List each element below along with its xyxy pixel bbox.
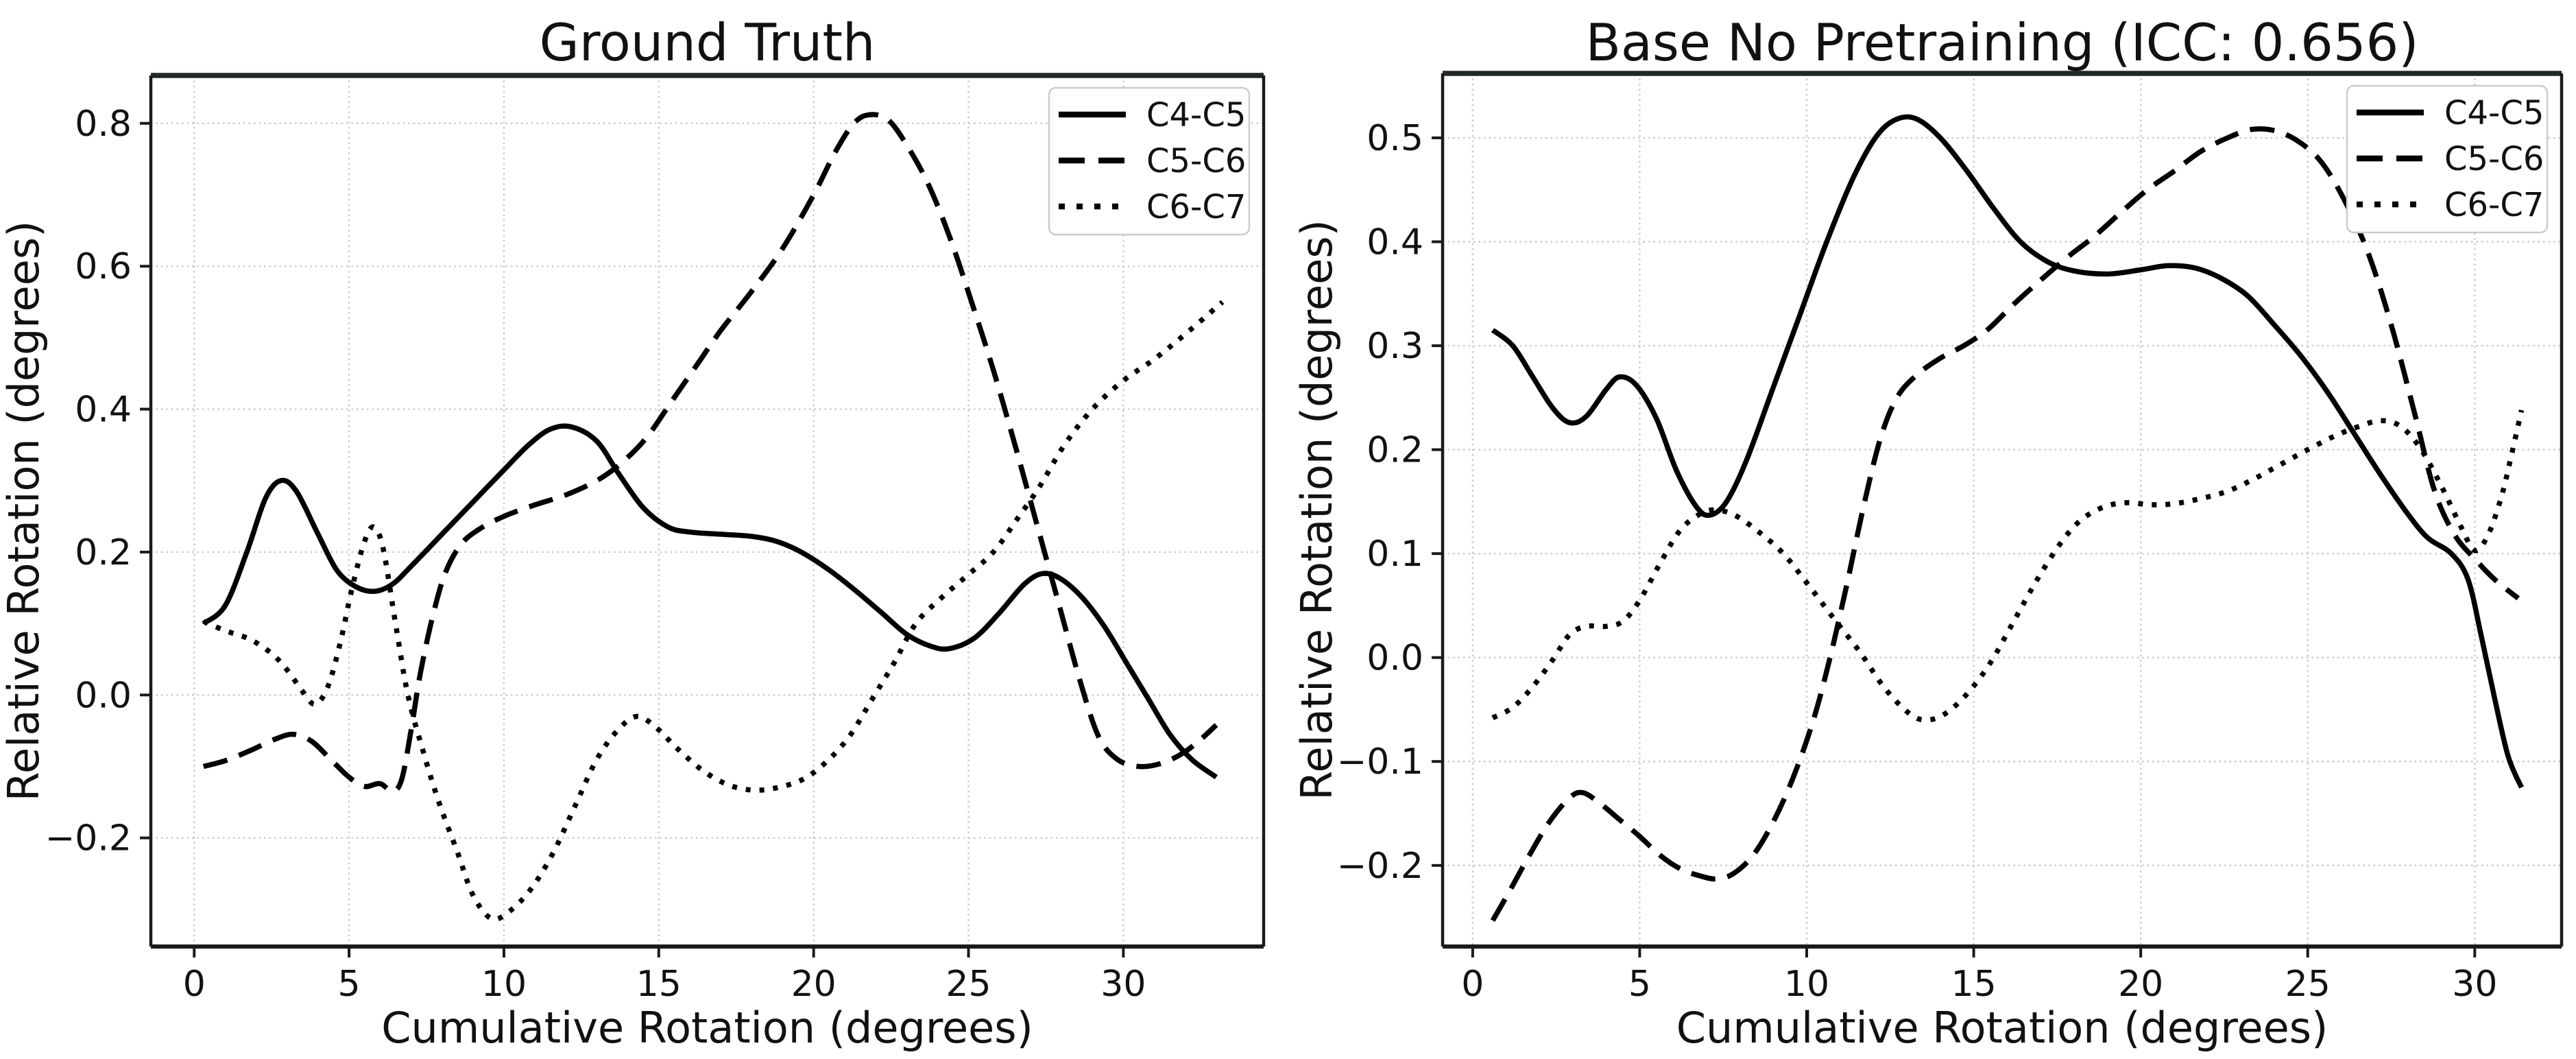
legend-label: C4-C5 xyxy=(1146,96,1246,134)
y-tick-label: 0.3 xyxy=(1367,326,1423,367)
y-tick-label: −0.2 xyxy=(45,818,132,859)
y-tick-label: −0.2 xyxy=(1337,846,1423,887)
x-tick-label: 5 xyxy=(338,964,361,1005)
x-tick-label: 25 xyxy=(946,964,991,1005)
y-tick-label: 0.6 xyxy=(75,246,132,287)
chart-title: Ground Truth xyxy=(540,12,876,73)
y-axis-label: Relative Rotation (degrees) xyxy=(0,221,49,802)
x-tick-label: 20 xyxy=(791,964,836,1005)
x-tick-label: 15 xyxy=(1951,964,1997,1005)
y-tick-label: 0.8 xyxy=(75,104,132,145)
y-tick-label: 0.4 xyxy=(1367,222,1423,263)
base-no-pretraining-chart: 0 5 10 15 20 25 30 0.5 0.4 0.3 0.2 0.1 0.0 −0.1 −0.2 Ba… xyxy=(1292,12,2564,1053)
y-tick-label: 0.2 xyxy=(75,532,132,573)
y-tick-label: 0.0 xyxy=(75,675,132,716)
y-tick-label: 0.5 xyxy=(1367,118,1423,159)
legend: C4-C5 C5-C6 C6-C7 xyxy=(1048,86,1251,236)
legend-label: C6-C7 xyxy=(2444,186,2544,224)
legend: C4-C5 C5-C6 C6-C7 xyxy=(2346,84,2549,234)
legend-label: C5-C6 xyxy=(1146,142,1246,180)
y-tick-label: −0.1 xyxy=(1337,741,1423,783)
legend-box xyxy=(1048,86,1251,236)
x-axis-label: Cumulative Rotation (degrees) xyxy=(381,1003,1033,1053)
legend-label: C5-C6 xyxy=(2444,140,2544,178)
x-tick-label: 20 xyxy=(2118,964,2163,1005)
x-tick-label: 30 xyxy=(1100,964,1146,1005)
series-line-c6-c7 xyxy=(1491,409,2525,723)
y-tick-label: 0.0 xyxy=(1367,638,1423,679)
x-tick-label: 25 xyxy=(2285,964,2331,1005)
y-axis-label: Relative Rotation (degrees) xyxy=(1292,219,1342,800)
x-tick-label: 15 xyxy=(636,964,682,1005)
y-tick-label: 0.2 xyxy=(1367,430,1423,471)
grid xyxy=(1443,73,2562,947)
grid xyxy=(151,75,1264,947)
series-line-c4-c5 xyxy=(1491,114,2524,789)
x-axis-label: Cumulative Rotation (degrees) xyxy=(1676,1003,2328,1053)
x-tick-label: 10 xyxy=(1784,964,1829,1005)
x-tick-label: 30 xyxy=(2452,964,2497,1005)
y-tick-label: 0.4 xyxy=(75,390,132,431)
series-line-c5-c6 xyxy=(202,112,1218,794)
legend-label: C4-C5 xyxy=(2444,94,2544,132)
chart-title: Base No Pretraining (ICC: 0.656) xyxy=(1585,12,2418,73)
ground-truth-chart: 0 5 10 15 20 25 30 0.8 0.6 0.4 0.2 0.0 −0.2 Ground Tr… xyxy=(0,12,1266,1053)
x-tick-label: 10 xyxy=(481,964,527,1005)
x-tick-label: 0 xyxy=(183,964,206,1005)
x-tick-label: 0 xyxy=(1461,964,1484,1005)
series-line-c5-c6 xyxy=(1490,126,2520,922)
legend-label: C6-C7 xyxy=(1146,188,1246,226)
y-tick-label: 0.1 xyxy=(1367,534,1423,575)
legend-box xyxy=(2346,84,2549,234)
x-tick-label: 5 xyxy=(1628,964,1651,1005)
